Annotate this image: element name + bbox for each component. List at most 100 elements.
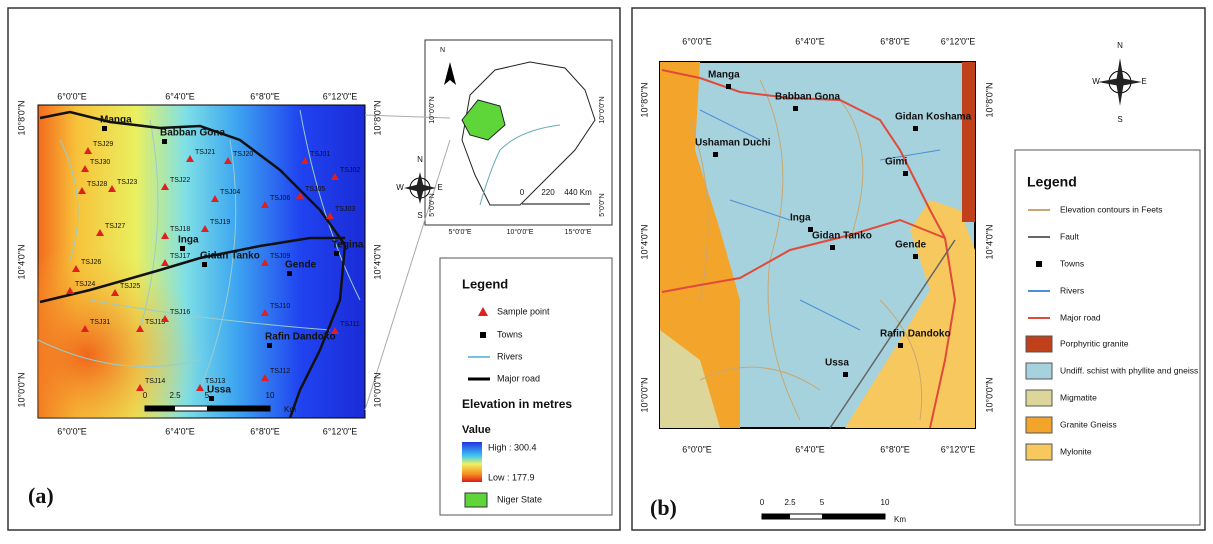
compass-label: W	[1092, 77, 1100, 86]
sample-label: TSJ23	[117, 179, 137, 186]
inset-scale-label: 0	[520, 188, 525, 197]
town-marker	[913, 254, 918, 259]
legend-symbol	[1036, 261, 1042, 267]
figure: 6°0'0"E 6°0'0"E 6°4'0"E 6°4'0"E 6°8'0"E 6°8'0…	[0, 0, 1213, 539]
y-coord-label: 10°0'0"N	[639, 377, 649, 412]
legend-title: Legend	[462, 276, 508, 291]
y-coord-label: 10°0'0"N	[428, 96, 436, 123]
x-coord-label: 6°0'0"E	[682, 36, 712, 46]
scale-bar	[822, 514, 885, 519]
y-coord-label: 10°8'0"N	[16, 100, 26, 135]
compass-label: S	[417, 211, 422, 220]
scale-label: Km	[894, 515, 906, 524]
town-label: Manga	[708, 70, 740, 81]
town-marker	[334, 251, 339, 256]
x-coord-label: 6°8'0"E	[880, 36, 910, 46]
compass-label: N	[417, 155, 423, 164]
legend-symbol	[1026, 363, 1052, 379]
scale-label: 5	[205, 391, 210, 400]
x-coord-label: 6°0'0"E	[57, 91, 87, 101]
legend-label: Major road	[1060, 312, 1101, 322]
sample-label: TSJ31	[90, 319, 110, 326]
town-marker	[913, 126, 918, 131]
legend-label: Granite Gneiss	[1060, 419, 1117, 429]
legend-symbol	[1026, 336, 1052, 352]
sample-label: TSJ29	[93, 141, 113, 148]
x-coord-label: 6°0'0"E	[682, 444, 712, 454]
x-coord-label: 6°12'0"E	[323, 426, 358, 436]
compass-label: N	[1117, 41, 1123, 50]
sample-label: TSJ04	[220, 189, 240, 196]
scale-label: 2.5	[169, 391, 181, 400]
y-coord-label: 5°0'0"N	[598, 193, 606, 216]
scale-label: 10	[266, 391, 275, 400]
legend-title: Legend	[1027, 174, 1077, 190]
sample-label: TSJ18	[170, 226, 190, 233]
sample-label: TSJ22	[170, 177, 190, 184]
legend-symbol	[1026, 417, 1052, 433]
panel-label: (a)	[28, 483, 54, 508]
town-label: Gidan Tanko	[812, 231, 872, 242]
scale-label: 10	[881, 498, 890, 507]
town-marker	[287, 271, 292, 276]
legend-symbol	[1026, 390, 1052, 406]
y-coord-label: 10°0'0"N	[372, 372, 382, 407]
town-label: Gimi	[885, 157, 907, 168]
sample-label: TSJ17	[170, 253, 190, 260]
y-coord-label: 10°0'0"N	[16, 372, 26, 407]
inset-north: N	[440, 47, 445, 54]
sample-label: TSJ28	[87, 181, 107, 188]
scale-label: 0	[143, 391, 148, 400]
sample-label: TSJ19	[210, 219, 230, 226]
legend-label: Migmatite	[1060, 392, 1097, 402]
town-label: Ushaman Duchi	[695, 138, 771, 149]
legend-label: Towns	[497, 329, 523, 339]
legend-label: Elevation contours in Feets	[1060, 204, 1163, 214]
sample-label: TSJ06	[270, 195, 290, 202]
inset-scale-label: 220	[541, 188, 555, 197]
town-label: Rafin Dandoko	[265, 332, 336, 343]
y-coord-label: 5°0'0"N	[428, 193, 436, 216]
town-label: Gidan Tanko	[200, 251, 260, 262]
town-label: Ussa	[825, 358, 849, 369]
sample-label: TSJ27	[105, 223, 125, 230]
sample-label: TSJ25	[120, 283, 140, 290]
legend-label: Towns	[1060, 258, 1084, 268]
legend-symbol	[480, 332, 486, 338]
legend-label: Niger State	[497, 494, 542, 504]
x-coord-label: 6°0'0"E	[57, 426, 87, 436]
sample-label: TSJ13	[205, 378, 225, 385]
sample-label: TSJ21	[195, 149, 215, 156]
sample-label: TSJ10	[270, 303, 290, 310]
y-coord-label: 10°0'0"N	[598, 96, 606, 123]
town-marker	[209, 396, 214, 401]
scale-label: 2.5	[784, 498, 796, 507]
scale-bar	[207, 406, 270, 411]
scale-label: 5	[820, 498, 825, 507]
sample-label: TSJ30	[90, 159, 110, 166]
inset-x-label: 10°0'0"E	[507, 228, 534, 236]
legend-label: Rivers	[497, 351, 523, 361]
x-coord-label: 6°12'0"E	[941, 444, 976, 454]
town-marker	[102, 126, 107, 131]
x-coord-label: 6°8'0"E	[880, 444, 910, 454]
panel-label: (b)	[650, 495, 677, 520]
town-label: Manga	[100, 115, 132, 126]
legend-label: Undiff. schist with phyllite and gneiss	[1060, 365, 1198, 375]
x-coord-label: 6°4'0"E	[165, 91, 195, 101]
town-marker	[898, 343, 903, 348]
scale-label: Km	[284, 405, 296, 414]
x-coord-label: 6°4'0"E	[165, 426, 195, 436]
porphyritic-granite	[962, 62, 975, 222]
inset-x-label: 5°0'0"E	[449, 228, 472, 236]
town-label: Gidan Koshama	[895, 112, 972, 123]
legend-label: Rivers	[1060, 285, 1084, 295]
town-label: Inga	[790, 213, 811, 224]
legend-symbol	[1026, 444, 1052, 460]
town-marker	[162, 139, 167, 144]
x-coord-label: 6°4'0"E	[795, 444, 825, 454]
sample-label: TSJ26	[81, 259, 101, 266]
x-coord-label: 6°8'0"E	[250, 426, 280, 436]
town-marker	[202, 262, 207, 267]
y-coord-label: 10°8'0"N	[372, 100, 382, 135]
